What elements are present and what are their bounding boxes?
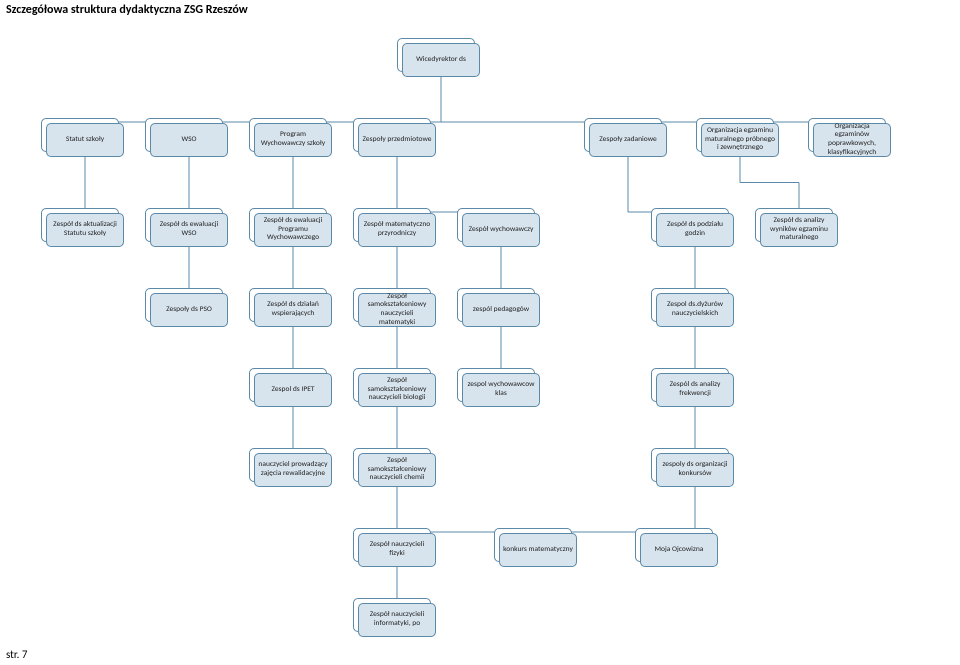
node-label: Zespół ds działań wspierających <box>254 293 332 327</box>
node-label: zespoly ds organizacji konkursów <box>656 453 734 487</box>
node-r1e: Zespoły zadaniowe <box>584 118 667 157</box>
node-r5b: Zespół samokształceniowy nauczycieli che… <box>353 448 436 487</box>
node-r5c: zespoly ds organizacji konkursów <box>651 448 734 487</box>
node-r4a: Zespol ds IPET <box>249 368 332 407</box>
node-label: Zespół ds ewaluacji WSO <box>150 213 228 247</box>
node-label: Zespoły ds PSO <box>150 293 228 327</box>
node-label: zespól pedagogów <box>462 293 540 327</box>
node-label: Zespół samokształceniowy nauczycieli mat… <box>358 293 436 327</box>
node-r6c: Moja Ojcowizna <box>635 528 718 567</box>
node-root: Wicedyrektor ds <box>397 38 480 77</box>
node-r4c: zespol wychowawcow klas <box>457 368 540 407</box>
node-label: Wicedyrektor ds <box>402 43 480 77</box>
node-label: zespol wychowawcow klas <box>462 373 540 407</box>
node-r6b: konkurs matematyczny <box>494 528 577 567</box>
node-label: Statut szkoły <box>46 123 124 157</box>
node-label: Zespól ds analizy frekwencji <box>656 373 734 407</box>
node-r5a: nauczyciel prowadzący zajęcia rewalidacy… <box>249 448 332 487</box>
node-label: WSO <box>150 123 228 157</box>
node-r3d: zespól pedagogów <box>457 288 540 327</box>
node-label: Zespoły przedmiotowe <box>358 123 436 157</box>
node-r2c: Zespół ds ewaluacji Programu Wychowawcze… <box>249 208 332 247</box>
node-label: Organizacja egzaminu maturalnego próbneg… <box>701 123 779 157</box>
node-label: Zespół ds analizy wyników egzaminu matur… <box>760 213 838 247</box>
node-r2e: Zespół wychowawczy <box>457 208 540 247</box>
node-r1f: Organizacja egzaminu maturalnego próbneg… <box>696 118 779 157</box>
node-r3a: Zespoły ds PSO <box>145 288 228 327</box>
node-r2f: Zespół ds podziału godzin <box>651 208 734 247</box>
node-r2b: Zespół ds ewaluacji WSO <box>145 208 228 247</box>
node-label: Moja Ojcowizna <box>640 533 718 567</box>
node-r1d: Zespoły przedmiotowe <box>353 118 436 157</box>
node-r4b: Zespół samokształceniowy nauczycieli bio… <box>353 368 436 407</box>
node-label: Zespół nauczycieli fizyki <box>358 533 436 567</box>
node-label: Program Wychowawczy szkoły <box>254 123 332 157</box>
node-r1b: WSO <box>145 118 228 157</box>
connector-lines <box>0 0 960 665</box>
node-label: Zespół nauczycieli informatyki, po <box>358 603 436 637</box>
node-label: Zespoły zadaniowe <box>589 123 667 157</box>
node-r4d: Zespól ds analizy frekwencji <box>651 368 734 407</box>
node-r2d: Zespół matematyczno przyrodniczy <box>353 208 436 247</box>
node-label: Organizacja egzaminów poprawkowych, klas… <box>813 123 891 157</box>
node-r3c: Zespół samokształceniowy nauczycieli mat… <box>353 288 436 327</box>
node-r6a: Zespół nauczycieli fizyki <box>353 528 436 567</box>
node-r1c: Program Wychowawczy szkoły <box>249 118 332 157</box>
node-r3b: Zespół ds działań wspierających <box>249 288 332 327</box>
node-r2g: Zespół ds analizy wyników egzaminu matur… <box>755 208 838 247</box>
node-label: Zespol ds.dyżurów nauczycielskich <box>656 293 734 327</box>
node-label: Zespół ds aktualizacji Statutu szkoły <box>46 213 124 247</box>
node-r7a: Zespół nauczycieli informatyki, po <box>353 598 436 637</box>
node-label: Zespół ds ewaluacji Programu Wychowawcze… <box>254 213 332 247</box>
node-label: Zespół samokształceniowy nauczycieli che… <box>358 453 436 487</box>
node-label: Zespół wychowawczy <box>462 213 540 247</box>
node-label: Zespół samokształceniowy nauczycieli bio… <box>358 373 436 407</box>
node-label: Zespół matematyczno przyrodniczy <box>358 213 436 247</box>
node-label: konkurs matematyczny <box>499 533 577 567</box>
node-r3e: Zespol ds.dyżurów nauczycielskich <box>651 288 734 327</box>
node-label: Zespół ds podziału godzin <box>656 213 734 247</box>
node-label: Zespol ds IPET <box>254 373 332 407</box>
node-r1g: Organizacja egzaminów poprawkowych, klas… <box>808 118 891 157</box>
node-r2a: Zespół ds aktualizacji Statutu szkoły <box>41 208 124 247</box>
node-label: nauczyciel prowadzący zajęcia rewalidacy… <box>254 453 332 487</box>
node-r1a: Statut szkoły <box>41 118 124 157</box>
